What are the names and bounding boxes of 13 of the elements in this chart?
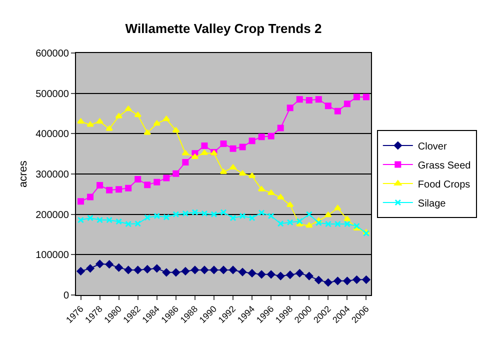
- chart-title: Willamette Valley Crop Trends 2: [125, 20, 322, 36]
- y-tick-label: 100000: [36, 250, 70, 262]
- y-tick-label: 400000: [36, 129, 70, 140]
- legend-label: Silage: [418, 198, 446, 210]
- y-tick-label: 200000: [36, 210, 70, 221]
- legend-label: Food Crops: [418, 179, 470, 190]
- legend-label: Clover: [418, 141, 448, 152]
- y-tick-label: 600000: [36, 48, 70, 60]
- y-tick-label: 500000: [36, 88, 70, 100]
- y-tick-label: 0: [63, 290, 70, 302]
- legend-label: Grass Seed: [418, 160, 471, 172]
- y-tick-label: 300000: [36, 170, 70, 180]
- y-axis-title: acres: [17, 160, 30, 188]
